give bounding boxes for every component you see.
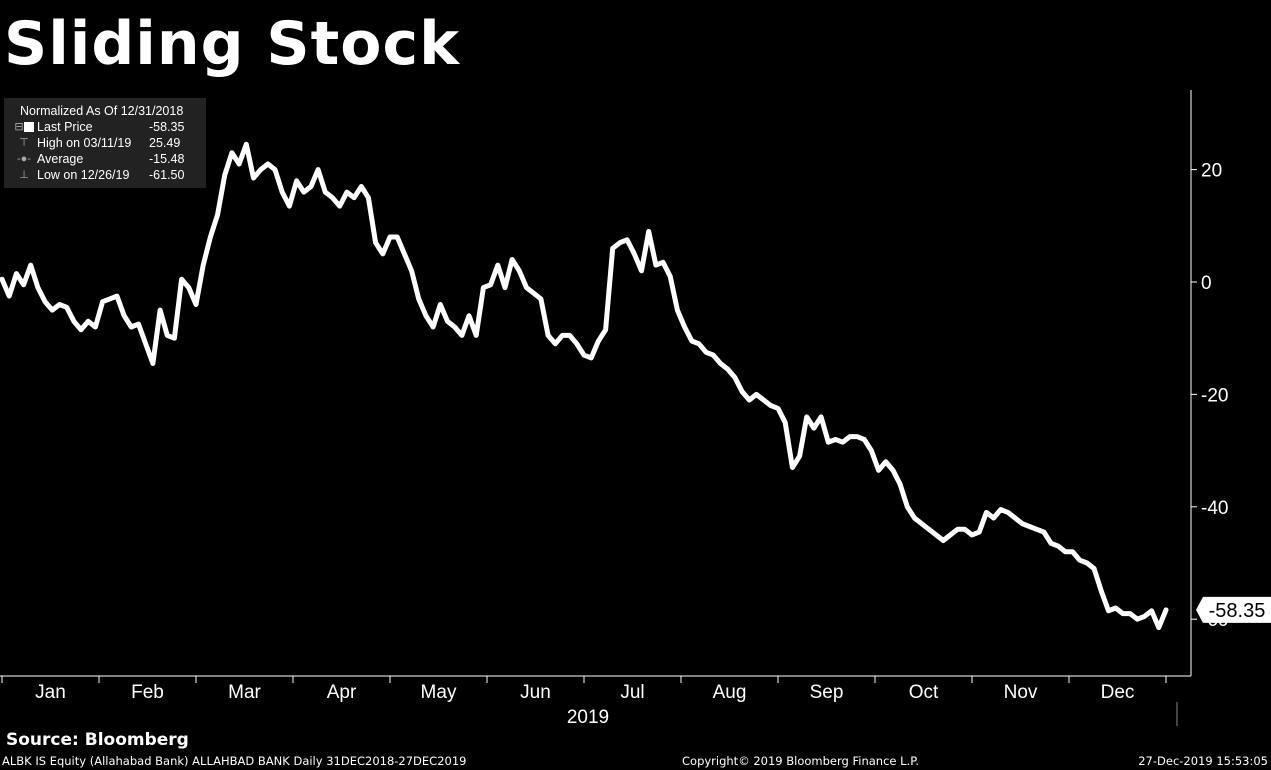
chart-title: Sliding Stock bbox=[4, 9, 460, 79]
x-tick-label: Dec bbox=[1101, 682, 1135, 703]
x-tick-label: Oct bbox=[909, 682, 939, 703]
source-note: Source: Bloomberg bbox=[6, 730, 189, 750]
white-square-icon bbox=[24, 122, 34, 132]
legend-low: ⊥ Low on 12/26/19 -61.50 bbox=[14, 167, 204, 183]
y-tick-label: 20 bbox=[1201, 161, 1222, 182]
average-marker-icon: -●- bbox=[17, 153, 31, 165]
legend-label: Average bbox=[37, 152, 84, 166]
collapse-icon[interactable]: ⊟ bbox=[14, 121, 24, 133]
x-tick-label: Jul bbox=[620, 682, 644, 703]
x-tick-label: Apr bbox=[327, 682, 357, 703]
high-marker-icon: ⊤ bbox=[19, 137, 29, 149]
footer-security-info: ALBK IS Equity (Allahabad Bank) ALLAHBAD… bbox=[2, 754, 467, 768]
x-tick-label: Sep bbox=[810, 682, 844, 703]
x-tick-label: Mar bbox=[228, 682, 261, 703]
legend-label: Low on 12/26/19 bbox=[37, 168, 130, 182]
y-tick-label: -40 bbox=[1201, 498, 1228, 519]
x-tick-label: Jan bbox=[35, 682, 66, 703]
legend-label: Last Price bbox=[37, 120, 93, 134]
last-value-marker: -58.35 bbox=[1196, 596, 1271, 623]
legend-header: Normalized As Of 12/31/2018 bbox=[20, 104, 184, 118]
legend-value: -58.35 bbox=[149, 120, 185, 134]
legend-label: High on 03/11/19 bbox=[37, 136, 132, 150]
legend-value: -15.48 bbox=[149, 152, 185, 166]
y-tick-label: 0 bbox=[1201, 273, 1212, 294]
footer-copyright: Copyright© 2019 Bloomberg Finance L.P. bbox=[682, 754, 919, 768]
x-tick-label: Nov bbox=[1004, 682, 1038, 703]
footer-timestamp: 27-Dec-2019 15:53:05 bbox=[1138, 754, 1268, 768]
x-tick-label: Jun bbox=[520, 682, 551, 703]
low-marker-icon: ⊥ bbox=[19, 169, 29, 181]
x-tick-label: Feb bbox=[131, 682, 164, 703]
legend: Normalized As Of 12/31/2018 ⊟ Last Price… bbox=[4, 98, 206, 188]
x-tick-label: May bbox=[421, 682, 457, 703]
x-axis-ticks: Jan Feb Mar Apr May Jun Jul Aug Sep Oct Nov Dec bbox=[1, 676, 1178, 726]
legend-high: ⊤ High on 03/11/19 25.49 bbox=[14, 135, 204, 151]
y-axis-ticks: 200-20-40-60 bbox=[1191, 161, 1228, 631]
series-line bbox=[0, 141, 1169, 631]
x-axis-label: 2019 bbox=[567, 707, 609, 728]
axes bbox=[0, 90, 1192, 677]
legend-last-price: ⊟ Last Price -58.35 bbox=[14, 119, 204, 135]
x-tick-label: Aug bbox=[713, 682, 747, 703]
legend-average: -●- Average -15.48 bbox=[14, 151, 204, 167]
legend-value: 25.49 bbox=[149, 136, 181, 150]
legend-value: -61.50 bbox=[149, 168, 185, 182]
y-tick-label: -20 bbox=[1201, 385, 1228, 406]
last-value-label: -58.35 bbox=[1209, 600, 1266, 622]
